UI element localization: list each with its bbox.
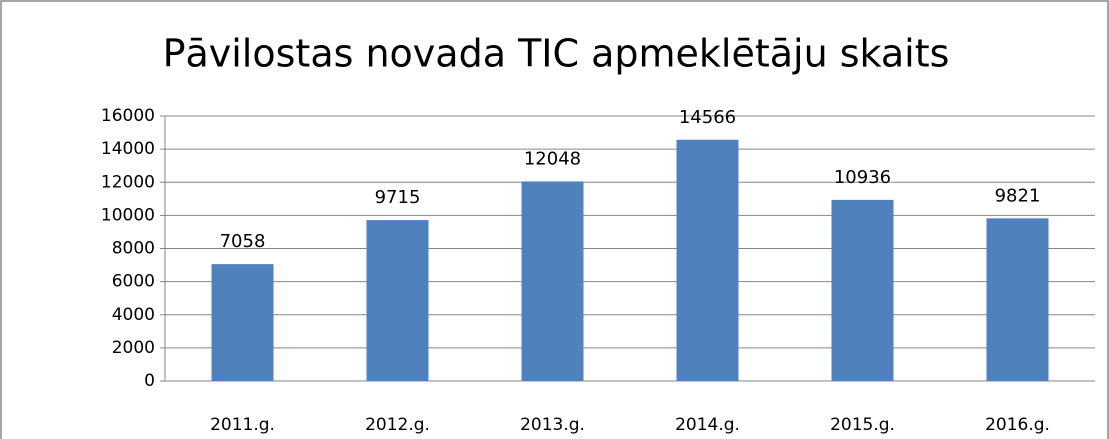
y-tick-label: 16000 <box>101 106 155 126</box>
data-label: 10936 <box>834 167 891 188</box>
data-label: 9715 <box>375 187 421 208</box>
y-tick-label: 0 <box>144 371 155 391</box>
bar <box>986 218 1049 381</box>
data-label: 9821 <box>995 185 1041 206</box>
x-tick-label: 2015.g. <box>830 415 895 435</box>
chart-title: Pāvilostas novada TIC apmeklētāju skaits <box>163 32 950 76</box>
data-label: 14566 <box>679 107 736 128</box>
x-tick-label: 2016.g. <box>985 415 1050 435</box>
data-label: 12048 <box>524 148 581 169</box>
bar <box>366 220 429 381</box>
data-label: 7058 <box>220 231 266 252</box>
y-tick-label: 12000 <box>101 172 155 192</box>
y-tick-label: 10000 <box>101 205 155 225</box>
y-tick-label: 8000 <box>112 239 155 259</box>
bar <box>521 181 584 381</box>
y-tick-label: 6000 <box>112 272 155 292</box>
y-tick-label: 2000 <box>112 338 155 358</box>
x-tick-label: 2011.g. <box>210 415 275 435</box>
bar <box>676 139 739 381</box>
y-tick-label: 14000 <box>101 139 155 159</box>
x-tick-label: 2013.g. <box>520 415 585 435</box>
bar <box>211 264 274 381</box>
x-tick-label: 2014.g. <box>675 415 740 435</box>
bar <box>831 199 894 381</box>
y-tick-label: 4000 <box>112 305 155 325</box>
x-tick-label: 2012.g. <box>365 415 430 435</box>
